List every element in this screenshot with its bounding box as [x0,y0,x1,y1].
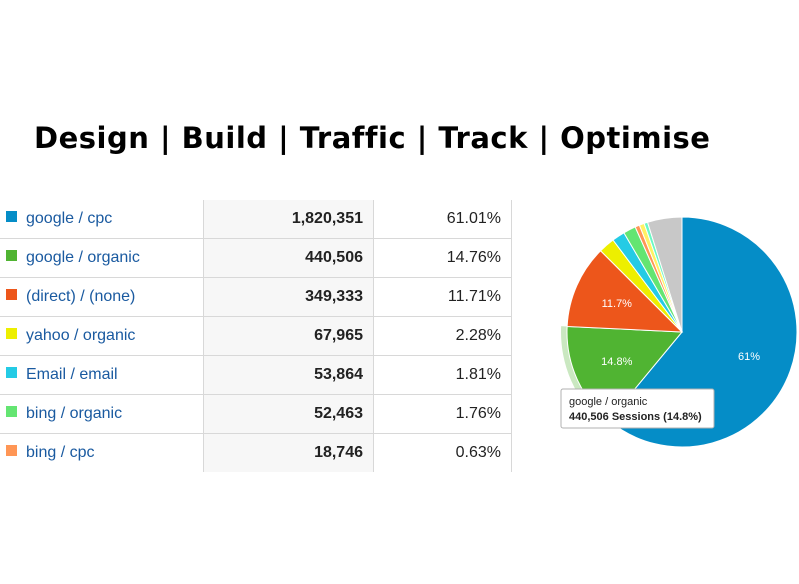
source-cell: google / cpc [0,200,204,239]
table-row: bing / organic 52,463 1.76% [0,394,512,434]
sessions-cell: 18,746 [203,433,374,472]
pie-slice-label: 11.7% [602,298,633,310]
table-row: google / cpc 1,820,351 61.01% [0,200,512,239]
series-swatch-icon [6,211,17,223]
traffic-sources-table: google / cpc 1,820,351 61.01% google / orga… [0,200,512,472]
pie-labels: 61% 14.8% 11.7% [601,298,760,368]
source-link[interactable]: google / cpc [26,210,113,227]
source-link[interactable]: google / organic [26,249,140,266]
percent-cell: 1.76% [373,394,512,434]
source-link[interactable]: bing / organic [26,405,123,422]
pie-slice[interactable] [646,216,683,333]
sessions-cell: 1,820,351 [203,200,374,239]
source-cell: yahoo / organic [0,316,204,356]
table-row: Email / email 53,864 1.81% [0,355,512,395]
pie-slice[interactable] [566,250,684,333]
source-cell: (direct) / (none) [0,277,204,317]
pie-slice-label: 14.8% [601,356,632,368]
table-row: bing / cpc 18,746 0.63% [0,433,512,473]
pie-slice-label: 61% [738,351,760,363]
source-link[interactable]: (direct) / (none) [26,288,136,305]
tooltip-title: google / organic [569,396,648,408]
source-link[interactable]: bing / cpc [26,444,95,461]
source-cell: Email / email [0,355,204,395]
percent-cell: 2.28% [373,316,512,356]
series-swatch-icon [6,445,17,457]
percent-cell: 14.76% [373,238,512,278]
sessions-cell: 440,506 [203,238,374,278]
source-link[interactable]: yahoo / organic [26,327,136,344]
sessions-cell: 52,463 [203,394,374,434]
source-cell: google / organic [0,238,204,278]
sessions-cell: 67,965 [203,316,374,356]
chart-tooltip: google / organic 440,506 Sessions (14.8%… [560,388,715,429]
series-swatch-icon [6,250,17,262]
highlight-halo [561,326,609,426]
series-swatch-icon [6,328,17,340]
table-row: google / organic 440,506 14.76% [0,238,512,278]
source-link[interactable]: Email / email [26,366,118,383]
page-title: Design | Build | Traffic | Track | Optim… [34,121,711,155]
percent-cell: 61.01% [373,200,512,239]
tooltip-box [560,388,715,429]
sessions-cell: 53,864 [203,355,374,395]
source-cell: bing / organic [0,394,204,434]
percent-cell: 0.63% [373,433,512,472]
table-row: yahoo / organic 67,965 2.28% [0,316,512,356]
source-cell: bing / cpc [0,434,204,473]
percent-cell: 1.81% [373,355,512,395]
percent-cell: 11.71% [373,277,512,317]
series-swatch-icon [6,406,17,418]
series-swatch-icon [6,289,17,301]
traffic-pie-chart: 61% 14.8% 11.7% google / organic 440,506 S… [560,216,798,448]
table-row: (direct) / (none) 349,333 11.71% [0,277,512,317]
series-swatch-icon [6,367,17,379]
sessions-cell: 349,333 [203,277,374,317]
tooltip-body: 440,506 Sessions (14.8%) [569,411,702,423]
